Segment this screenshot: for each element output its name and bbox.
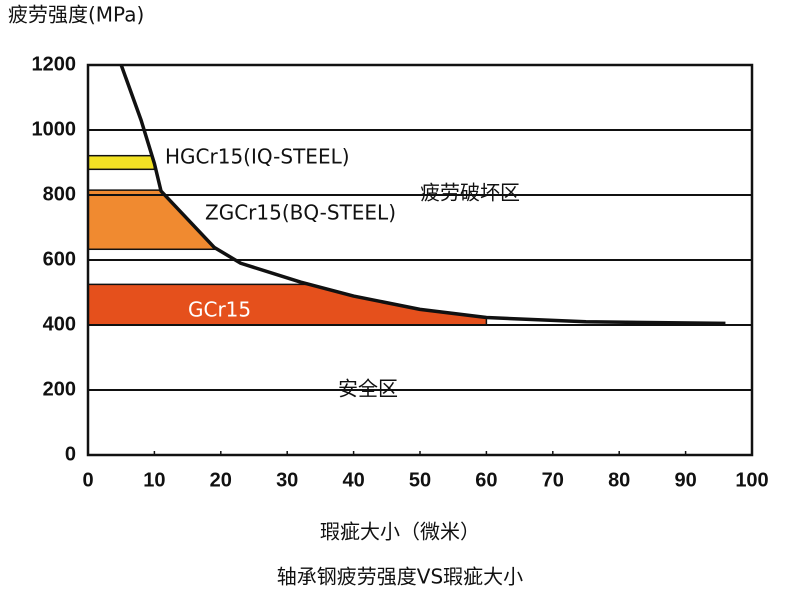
band-label: HGCr15(IQ-STEEL) — [165, 145, 350, 169]
x-tick-label: 30 — [276, 469, 298, 491]
band — [88, 189, 222, 251]
plot-frame — [86, 63, 754, 457]
y-tick-label: 600 — [43, 248, 76, 270]
y-tick-label: 800 — [43, 183, 76, 205]
y-axis-title: 疲劳强度(MPa) — [8, 3, 144, 27]
annotation: 疲劳破坏区 — [420, 181, 520, 205]
x-tick-label: 60 — [475, 469, 497, 491]
x-tick-label: 50 — [409, 469, 431, 491]
x-tick-label: 70 — [542, 469, 564, 491]
x-axis-title: 瑕疵大小（微米） — [320, 520, 480, 544]
x-tick-label: 10 — [143, 469, 165, 491]
y-tick-label: 400 — [43, 313, 76, 335]
x-tick-label: 80 — [608, 469, 630, 491]
annotation: 安全区 — [338, 377, 398, 401]
band — [88, 154, 156, 171]
x-tick-label: 0 — [82, 469, 93, 491]
curve-line — [119, 64, 726, 326]
band-label: GCr15 — [188, 298, 251, 322]
y-tick-label: 1200 — [32, 53, 77, 75]
chart-title: 轴承钢疲劳强度VS瑕疵大小 — [277, 565, 523, 589]
x-tick-label: 20 — [210, 469, 232, 491]
y-tick-label: 0 — [65, 443, 76, 465]
x-tick-label: 100 — [735, 469, 768, 491]
band — [88, 283, 488, 326]
x-tick-label: 40 — [342, 469, 364, 491]
band-label: ZGCr15(BQ-STEEL) — [205, 201, 396, 225]
y-tick-label: 200 — [43, 378, 76, 400]
x-tick-label: 90 — [674, 469, 696, 491]
y-tick-label: 1000 — [32, 118, 77, 140]
